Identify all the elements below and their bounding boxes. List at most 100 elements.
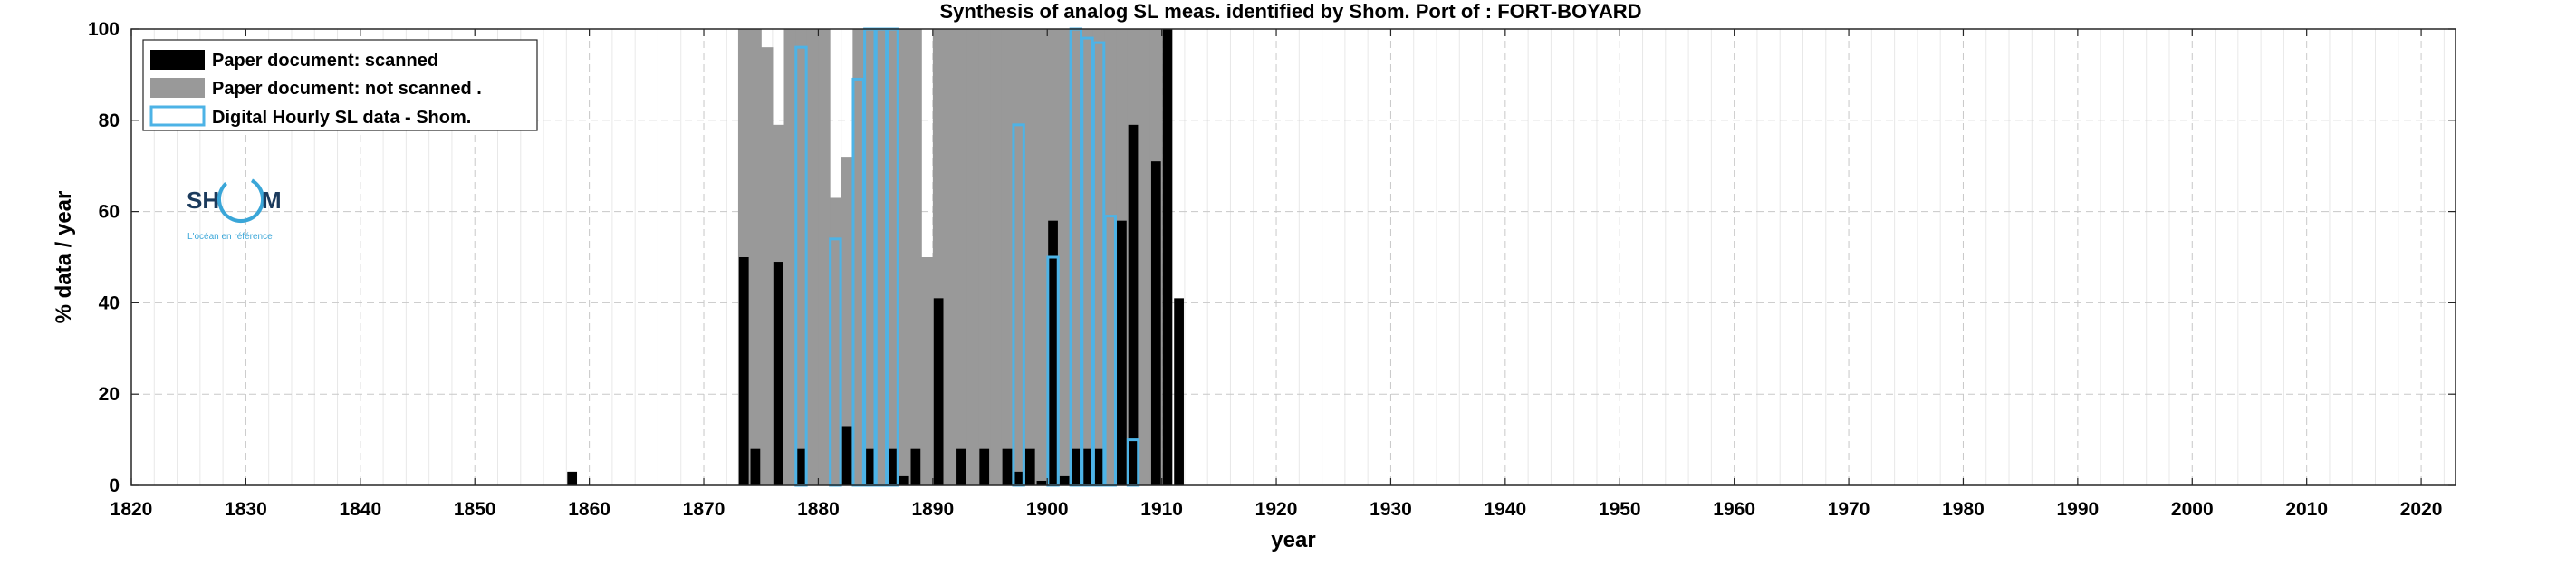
bar-scanned	[956, 448, 966, 485]
y-tick-label: 80	[99, 110, 120, 131]
bar-scanned	[899, 475, 909, 485]
bar-not-scanned	[1024, 29, 1037, 485]
bar-scanned	[1174, 298, 1184, 485]
bar-not-scanned	[818, 29, 831, 485]
bar-scanned	[864, 448, 875, 485]
bar-not-scanned	[783, 29, 796, 485]
logo-circle-icon	[217, 176, 264, 223]
bar-scanned	[1002, 448, 1013, 485]
legend-box	[142, 39, 538, 131]
bar-not-scanned	[1013, 29, 1025, 485]
bar-not-scanned	[1070, 29, 1082, 485]
bar-scanned	[773, 262, 783, 485]
bar-not-scanned	[1104, 29, 1117, 485]
x-axis-label: year	[1271, 528, 1315, 552]
x-tick-label: 1830	[225, 499, 267, 520]
x-tick-label: 1920	[1255, 499, 1298, 520]
bar-not-scanned	[830, 197, 842, 486]
bar-not-scanned	[1139, 29, 1151, 485]
bar-scanned	[1093, 448, 1104, 485]
y-tick-label: 100	[88, 19, 120, 40]
bar-not-scanned	[863, 29, 877, 485]
bar-not-scanned	[795, 29, 808, 485]
y-axis-ticks: 0 20 40 60 80 100	[88, 19, 2456, 496]
bar-scanned	[1162, 29, 1173, 485]
x-tick-label: 1840	[339, 499, 381, 520]
bar-not-scanned	[887, 29, 899, 485]
x-tick-label: 1900	[1026, 499, 1069, 520]
series-not-scanned	[737, 29, 1163, 486]
bar-scanned	[979, 448, 990, 485]
bar-scanned	[567, 471, 578, 485]
x-tick-label: 1850	[454, 499, 496, 520]
y-tick-label: 40	[99, 293, 120, 313]
bar-not-scanned	[806, 29, 820, 485]
bar-not-scanned	[1035, 29, 1048, 485]
legend-swatch-scanned	[150, 50, 205, 70]
bar-not-scanned	[749, 29, 762, 485]
legend: Paper document: scanned Paper document: …	[142, 39, 538, 131]
bar-scanned	[841, 426, 852, 485]
bar-not-scanned	[909, 29, 922, 485]
bar-scanned	[1117, 220, 1127, 485]
x-tick-label: 1820	[111, 499, 153, 520]
x-tick-label: 1960	[1713, 499, 1755, 520]
bar-not-scanned	[978, 29, 991, 485]
bar-scanned	[1014, 471, 1024, 485]
bar-not-scanned	[1092, 29, 1106, 485]
bar-not-scanned	[990, 29, 1003, 485]
chart-title: Synthesis of analog SL meas. identified …	[940, 0, 1642, 23]
bar-not-scanned	[1001, 29, 1014, 485]
bar-scanned	[750, 448, 761, 485]
legend-label-digital: Digital Hourly SL data - Shom.	[212, 108, 471, 128]
bar-scanned	[1059, 475, 1070, 485]
series-scanned	[567, 29, 1184, 485]
bar-not-scanned	[966, 29, 979, 485]
x-tick-label: 1890	[911, 499, 954, 520]
x-tick-label: 1880	[797, 499, 840, 520]
bar-scanned	[1024, 448, 1035, 485]
bar-scanned	[796, 448, 806, 485]
bar-not-scanned	[956, 29, 968, 485]
x-tick-label: 1950	[1599, 499, 1641, 520]
x-tick-label: 2020	[2400, 499, 2443, 520]
bar-scanned	[738, 257, 749, 485]
x-tick-label: 1940	[1484, 499, 1526, 520]
legend-label-scanned: Paper document: scanned	[212, 51, 438, 71]
bar-not-scanned	[944, 29, 956, 485]
y-tick-label: 0	[109, 475, 120, 496]
x-tick-label: 1970	[1828, 499, 1870, 520]
bar-scanned	[933, 298, 944, 485]
logo-text-right: M	[262, 187, 282, 214]
bar-not-scanned	[761, 47, 774, 485]
plot-frame	[130, 28, 2456, 486]
bar-not-scanned	[921, 257, 934, 485]
x-tick-label: 2010	[2285, 499, 2328, 520]
x-tick-label: 1910	[1140, 499, 1183, 520]
bar-not-scanned	[852, 29, 865, 485]
bar-scanned	[910, 448, 921, 485]
x-tick-label: 1930	[1370, 499, 1412, 520]
bar-not-scanned	[841, 157, 853, 485]
y-axis-label: % data / year	[52, 191, 76, 324]
bar-not-scanned	[875, 29, 888, 485]
x-tick-label: 2000	[2171, 499, 2214, 520]
legend-swatch-digital	[149, 105, 206, 127]
logo-text-left: SH	[187, 187, 219, 214]
x-axis-ticks: 1820 1830 1840 1850 1860 1870 1880 1890 1900 1910…	[111, 29, 2443, 520]
bar-not-scanned	[1058, 29, 1072, 485]
bar-scanned	[1036, 480, 1047, 485]
legend-label-not-scanned: Paper document: not scanned .	[212, 79, 482, 99]
bar-scanned	[1128, 124, 1139, 485]
legend-swatch-not-scanned	[150, 78, 205, 98]
bar-scanned	[1048, 220, 1058, 485]
logo-tagline: L'océan en référence	[187, 232, 273, 242]
bar-scanned	[1082, 448, 1092, 485]
x-tick-label: 1990	[2057, 499, 2100, 520]
bar-not-scanned	[898, 29, 911, 485]
x-tick-label: 1870	[683, 499, 726, 520]
bar-scanned	[1150, 161, 1161, 485]
y-tick-label: 60	[99, 202, 120, 223]
x-tick-label: 1860	[568, 499, 610, 520]
